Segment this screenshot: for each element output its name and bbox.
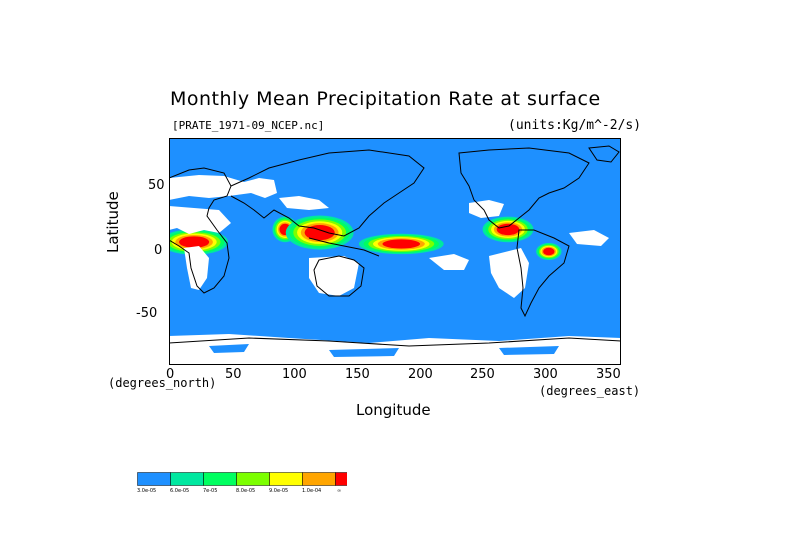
legend-label-4: 9.0e-05 bbox=[269, 488, 289, 494]
legend-swatch-3 bbox=[236, 472, 270, 486]
precip-regions bbox=[169, 215, 562, 261]
legend-swatch-1 bbox=[170, 472, 204, 486]
legend-swatch-5 bbox=[302, 472, 336, 486]
xtick-300: 300 bbox=[533, 367, 558, 382]
legend-label-3: 8.0e-05 bbox=[236, 488, 256, 494]
xtick-250: 250 bbox=[470, 367, 495, 382]
map-frame bbox=[169, 138, 621, 365]
xtick-50: 50 bbox=[225, 367, 242, 382]
precip-region-2-level-6 bbox=[304, 225, 335, 241]
legend-label-1: 6.0e-05 bbox=[170, 488, 190, 494]
file-name: [PRATE_1971-09_NCEP.nc] bbox=[172, 119, 325, 132]
units-label: (units:Kg/m^-2/s) bbox=[508, 118, 642, 133]
color-legend: 3.0e-05 6.0e-05 7e-05 8.0e-05 9.0e-05 1.0e-04… bbox=[137, 472, 369, 494]
y-axis-label: Latitude bbox=[104, 191, 122, 253]
precip-region-4-level-6 bbox=[496, 223, 520, 236]
y-axis-unit: (degrees_north) bbox=[108, 376, 217, 390]
x-axis-label: Longitude bbox=[356, 401, 431, 419]
xtick-350: 350 bbox=[596, 367, 621, 382]
legend-swatch-0 bbox=[137, 472, 171, 486]
precip-region-5-level-6 bbox=[543, 247, 555, 256]
xtick-200: 200 bbox=[408, 367, 433, 382]
precip-region-0-level-6 bbox=[179, 236, 210, 248]
ytick-50: 50 bbox=[148, 178, 165, 193]
legend-label-5: 1.0e-04 bbox=[302, 488, 322, 494]
ytick-neg50: -50 bbox=[136, 306, 158, 321]
legend-label-6: ∞ bbox=[337, 488, 342, 494]
legend-swatch-2 bbox=[203, 472, 237, 486]
xtick-0: 0 bbox=[166, 367, 175, 382]
legend-swatch-4 bbox=[269, 472, 303, 486]
legend-swatch-6 bbox=[335, 472, 369, 486]
legend-label-0: 3.0e-05 bbox=[137, 488, 157, 494]
ytick-0: 0 bbox=[154, 243, 163, 258]
xtick-100: 100 bbox=[282, 367, 307, 382]
coastlines bbox=[169, 145, 621, 347]
precip-region-3-level-6 bbox=[382, 239, 421, 249]
chart-title: Monthly Mean Precipitation Rate at surfa… bbox=[170, 88, 601, 110]
x-axis-unit: (degrees_east) bbox=[539, 384, 641, 398]
precipitation-map bbox=[169, 138, 621, 365]
xtick-150: 150 bbox=[345, 367, 370, 382]
legend-label-2: 7e-05 bbox=[203, 488, 218, 494]
